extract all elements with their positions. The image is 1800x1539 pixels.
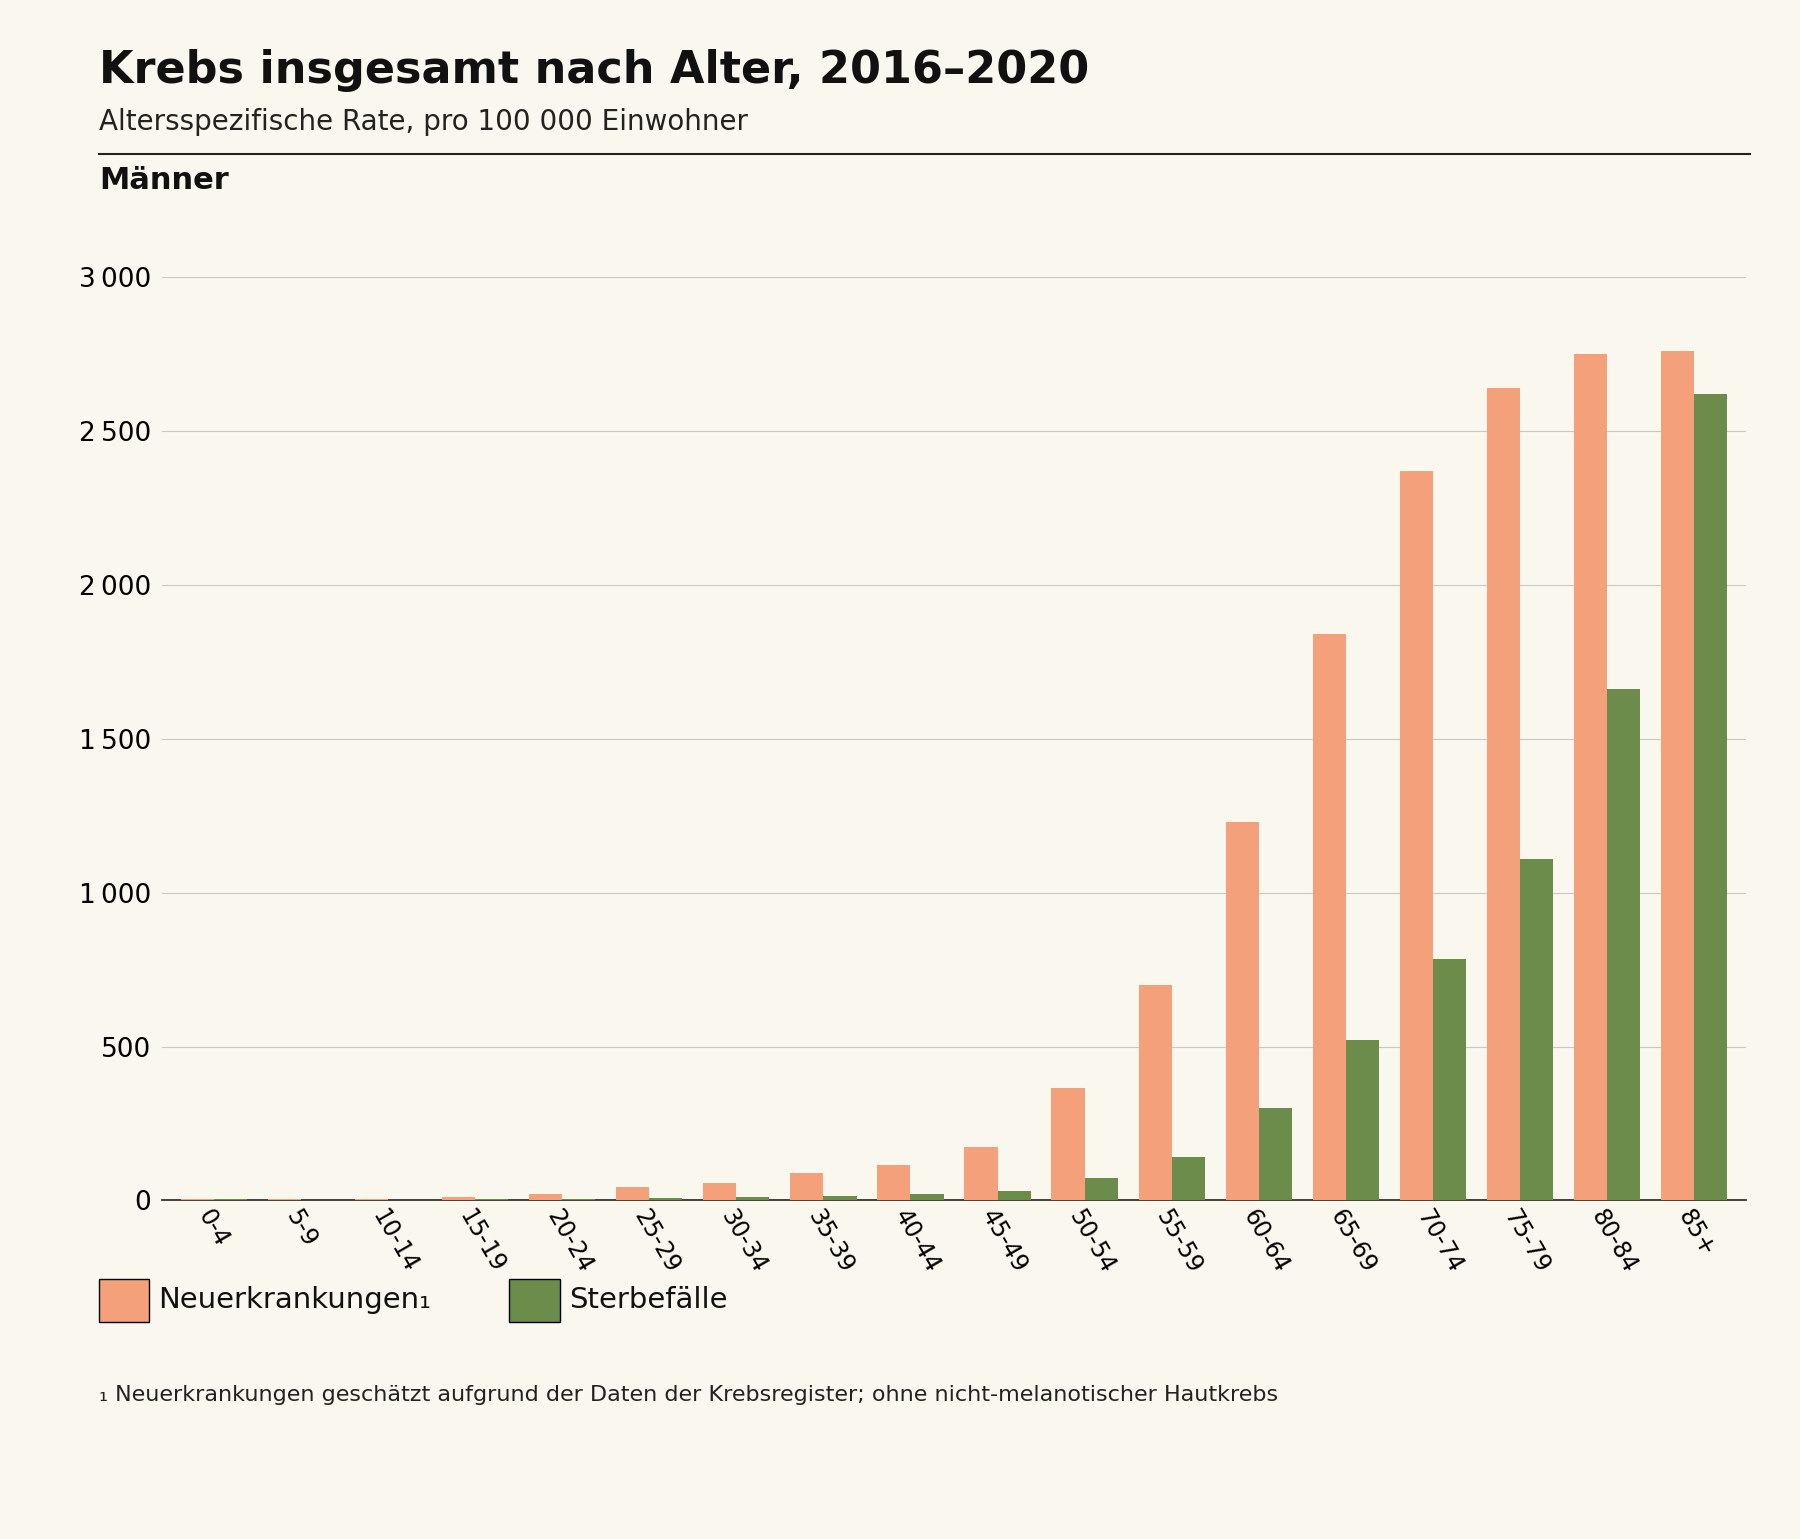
Bar [1139, 985, 1172, 1200]
Bar [1519, 859, 1553, 1200]
Bar [1346, 1040, 1379, 1200]
Bar [443, 1197, 475, 1200]
Text: Krebs insgesamt nach Alter, 2016–2020: Krebs insgesamt nach Alter, 2016–2020 [99, 49, 1089, 92]
Bar [877, 1165, 911, 1200]
Bar [650, 1197, 682, 1200]
Bar [1051, 1088, 1085, 1200]
Text: ₁ Neuerkrankungen geschätzt aufgrund der Daten der Krebsregister; ohne nicht-mel: ₁ Neuerkrankungen geschätzt aufgrund der… [99, 1385, 1278, 1405]
Bar [1487, 388, 1519, 1200]
Bar [997, 1191, 1031, 1200]
Bar [823, 1196, 857, 1200]
Bar [911, 1194, 943, 1200]
Bar [736, 1197, 769, 1200]
Bar [1172, 1157, 1204, 1200]
Bar [1661, 351, 1694, 1200]
Bar [1312, 634, 1346, 1200]
Bar [1258, 1108, 1292, 1200]
Bar [1400, 471, 1433, 1200]
Text: Sterbefälle: Sterbefälle [569, 1287, 727, 1314]
Bar [1226, 822, 1258, 1200]
Text: Altersspezifische Rate, pro 100 000 Einwohner: Altersspezifische Rate, pro 100 000 Einw… [99, 108, 749, 135]
Bar [704, 1182, 736, 1200]
Bar [182, 1199, 214, 1200]
Bar [1433, 959, 1465, 1200]
Text: Männer: Männer [99, 166, 229, 195]
Text: Neuerkrankungen₁: Neuerkrankungen₁ [158, 1287, 432, 1314]
Bar [562, 1199, 596, 1200]
Bar [790, 1173, 823, 1200]
Bar [529, 1194, 562, 1200]
Bar [1573, 354, 1607, 1200]
Bar [1085, 1179, 1118, 1200]
Bar [1694, 394, 1726, 1200]
Bar [616, 1187, 650, 1200]
Bar [965, 1147, 997, 1200]
Bar [1607, 689, 1640, 1200]
